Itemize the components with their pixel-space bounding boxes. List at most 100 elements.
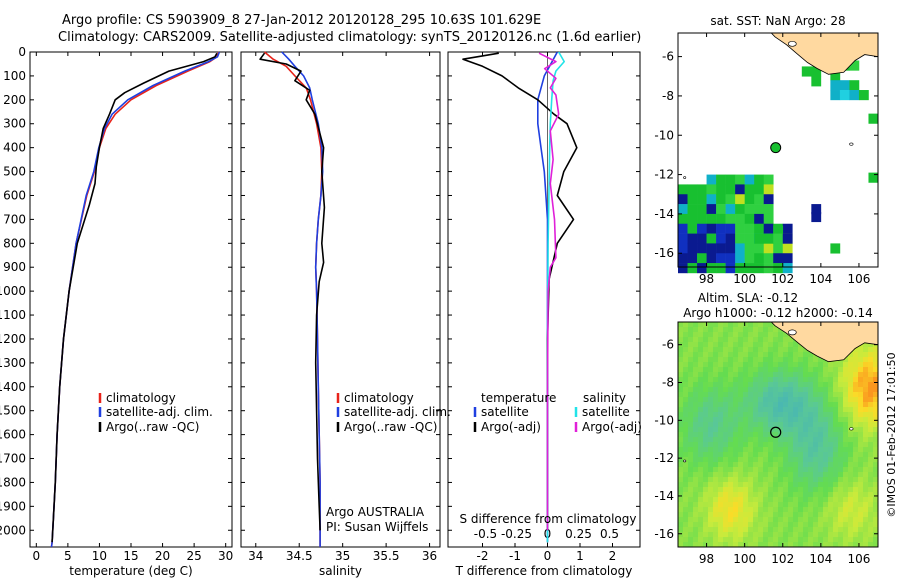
sla-map-cell [703, 537, 709, 543]
depth-tick-label: 800 [3, 236, 26, 250]
sla-map-cell [698, 377, 704, 383]
sla-map-cell [798, 397, 804, 403]
sla-map-cell [678, 497, 684, 503]
sla-map-cell [758, 392, 764, 398]
sla-map-cell [733, 382, 739, 388]
sla-map-cell [788, 497, 794, 503]
sla-map-cell [808, 392, 814, 398]
sla-map-cell [808, 442, 814, 448]
sst-map-cell [763, 184, 774, 195]
sla-map-cell [708, 452, 714, 458]
difference-series-salinity-satellite [546, 51, 566, 543]
sla-map-cell [728, 472, 734, 478]
sla-map-cell [863, 427, 869, 433]
sla-map-cell [698, 492, 704, 498]
sla-map-cell [818, 507, 824, 513]
sla-map-cell [753, 427, 759, 433]
sla-map-cell [703, 352, 709, 358]
sla-map-cell [743, 497, 749, 503]
sla-map-cell [748, 477, 754, 483]
sst-map-cell [830, 70, 841, 81]
sla-map-cell [723, 472, 729, 478]
sla-map-cell [728, 532, 734, 538]
sla-map-cell [698, 322, 704, 328]
sla-map-cell [848, 372, 854, 378]
sst-map-cell [706, 263, 717, 274]
sla-map-cell [848, 537, 854, 543]
sla-map-cell [718, 402, 724, 408]
sla-map-cell [793, 407, 799, 413]
sla-map-cell [778, 542, 784, 548]
sla-map-cell [758, 497, 764, 503]
sla-map-cell [703, 397, 709, 403]
sla-map-cell [763, 327, 769, 333]
sla-map-ytick-label: -16 [654, 527, 674, 541]
sst-map-cell [782, 263, 793, 274]
sla-map-cell [793, 447, 799, 453]
sla-map-cell [803, 422, 809, 428]
sla-map-cell [833, 507, 839, 513]
sla-map-cell [743, 477, 749, 483]
sla-map-cell [688, 532, 694, 538]
sla-map-cell [718, 367, 724, 373]
sla-map-cell [678, 452, 684, 458]
salinity-legend-climatology: climatology [344, 391, 414, 405]
sla-map-cell [873, 432, 879, 438]
sla-map-cell [778, 337, 784, 343]
sla-map-cell [848, 397, 854, 403]
sst-map-cell [735, 174, 745, 185]
sla-map-cell [688, 367, 694, 373]
sla-map-cell [758, 417, 764, 423]
sla-map-cell [683, 342, 689, 348]
depth-tick-label: 2000 [0, 523, 26, 537]
sst-map-cell [735, 213, 745, 225]
sla-map-cell [758, 527, 764, 533]
sla-map-cell [733, 442, 739, 448]
temperature-series-climatology [50, 51, 220, 548]
sla-map-cell [778, 412, 784, 418]
sla-map-cell [843, 527, 849, 533]
difference-xtick-label: 0 [544, 549, 552, 563]
sla-map-cell [848, 407, 854, 413]
sla-map-cell [798, 357, 804, 363]
sla-map-cell [688, 517, 694, 523]
sst-map-cell [763, 253, 774, 264]
sla-map-cell [723, 322, 729, 328]
sla-map-cell [733, 427, 739, 433]
sla-map-cell [718, 442, 724, 448]
sla-map-cell [798, 532, 804, 538]
sla-map-cell [843, 512, 849, 518]
sla-map-cell [858, 357, 864, 363]
sla-map-cell [723, 467, 729, 473]
sla-map-cell [683, 322, 689, 328]
sla-map-cell [853, 427, 859, 433]
sla-map-cell [828, 397, 834, 403]
sla-map-cell [798, 527, 804, 533]
sla-map-cell [863, 467, 869, 473]
sla-map-cell [683, 352, 689, 358]
sla-map-cell [808, 372, 814, 378]
sla-map-cell [758, 377, 764, 383]
sla-map-cell [743, 492, 749, 498]
sla-map-cell [703, 422, 709, 428]
sla-map-cell [853, 472, 859, 478]
sla-map-christmas-island [849, 427, 854, 431]
sst-map-cell [706, 194, 717, 205]
sla-map-cell [738, 382, 744, 388]
sla-map-cell [803, 522, 809, 528]
sla-map-cell [783, 387, 789, 393]
sst-map-cell [687, 233, 698, 244]
sla-map-cell [873, 357, 879, 363]
sst-map-cell [706, 204, 717, 215]
sst-map-xtick-label: 106 [847, 272, 870, 286]
sla-map-cell [778, 507, 784, 513]
temperature-series-argo-raw-qc- [51, 52, 218, 543]
sla-map-cell [873, 382, 879, 388]
sla-map-cell [683, 412, 689, 418]
sla-map-cell [773, 522, 779, 528]
sla-map-cell [683, 417, 689, 423]
sla-map-cell [683, 467, 689, 473]
sla-map-cell [758, 382, 764, 388]
sla-map-cell [748, 442, 754, 448]
sla-map-cell [713, 537, 719, 543]
